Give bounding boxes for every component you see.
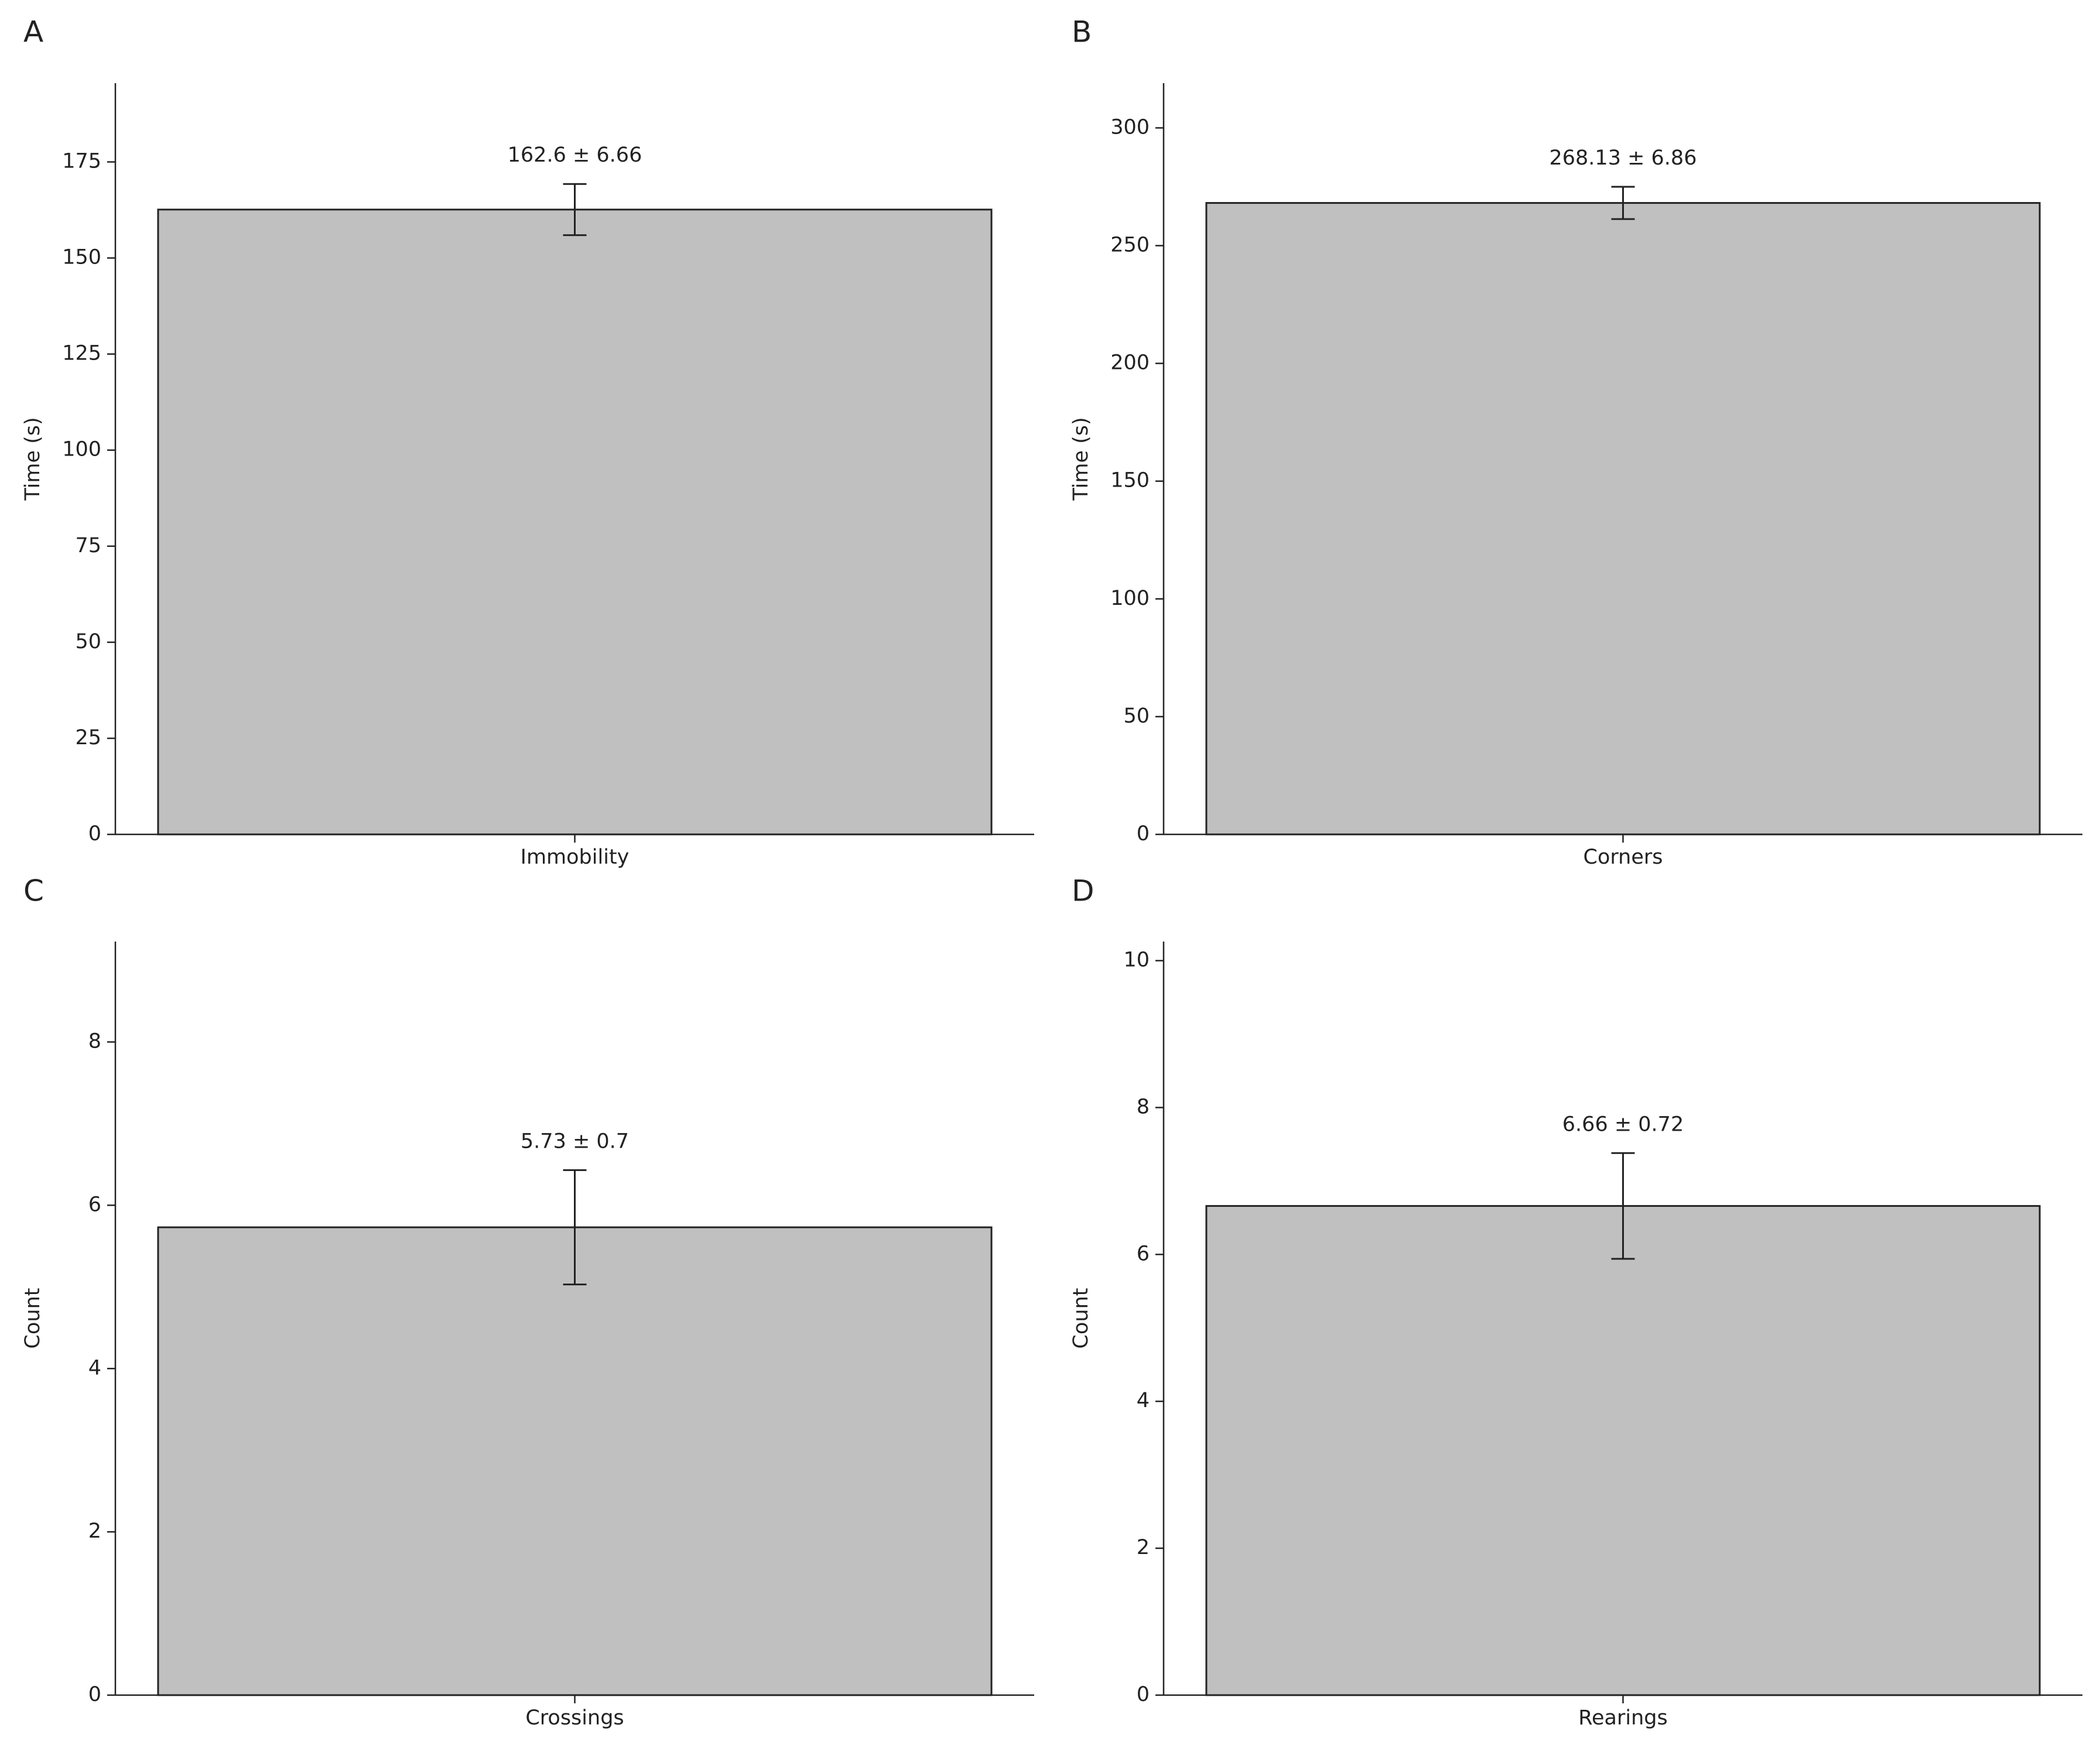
y-tick-label: 100 (1110, 587, 1150, 610)
y-tick-label: 75 (75, 534, 101, 557)
bar (1205, 1205, 2041, 1696)
y-tick-label: 200 (1110, 351, 1150, 375)
y-tick-label: 175 (62, 150, 101, 173)
y-tick-label: 10 (1123, 949, 1150, 972)
bar (157, 1226, 993, 1696)
y-tick-label: 50 (75, 630, 101, 653)
y-tick-label: 25 (75, 726, 101, 749)
bar (157, 208, 993, 836)
y-axis-label: Count (21, 1288, 45, 1349)
y-axis-label: Time (s) (21, 417, 45, 501)
y-tick-label: 6 (1137, 1242, 1150, 1265)
y-tick-label: 150 (62, 246, 101, 269)
y-tick-label: 0 (1137, 1683, 1150, 1706)
y-tick-label: 125 (62, 342, 101, 365)
y-axis-label: Count (1069, 1288, 1093, 1349)
y-tick-label: 2 (1137, 1536, 1150, 1559)
panel-label: B (1072, 15, 1092, 49)
x-tick-label: Rearings (1578, 1706, 1667, 1730)
bar (1205, 202, 2041, 836)
x-tick-label: Immobility (521, 846, 630, 869)
y-tick-label: 300 (1110, 115, 1150, 139)
y-tick-label: 4 (1137, 1389, 1150, 1412)
value-label: 6.66 ± 0.72 (1562, 1113, 1684, 1136)
panel-label: C (23, 874, 44, 908)
y-tick-label: 0 (88, 1683, 101, 1706)
y-tick-label: 150 (1110, 469, 1150, 492)
value-label: 5.73 ± 0.7 (521, 1130, 629, 1153)
y-tick-label: 2 (88, 1519, 101, 1543)
x-tick-label: Crossings (525, 1706, 624, 1730)
error-bar (563, 183, 587, 237)
value-label: 162.6 ± 6.66 (508, 143, 642, 167)
y-tick-label: 4 (88, 1356, 101, 1380)
y-tick-label: 8 (88, 1030, 101, 1053)
y-tick-label: 8 (1137, 1095, 1150, 1118)
error-bar (1611, 186, 1635, 220)
y-axis-label: Time (s) (1069, 417, 1093, 501)
panel-label: A (23, 15, 43, 49)
y-tick-label: 6 (88, 1193, 101, 1216)
error-bar (1611, 1152, 1635, 1260)
y-tick-label: 100 (62, 438, 101, 461)
panel-label: D (1072, 874, 1095, 908)
error-bar (563, 1169, 587, 1286)
y-tick-label: 50 (1123, 704, 1150, 728)
y-tick-label: 250 (1110, 234, 1150, 257)
y-tick-label: 0 (88, 822, 101, 846)
value-label: 268.13 ± 6.86 (1550, 146, 1697, 170)
y-tick-label: 0 (1137, 822, 1150, 846)
x-tick-label: Corners (1583, 846, 1663, 869)
